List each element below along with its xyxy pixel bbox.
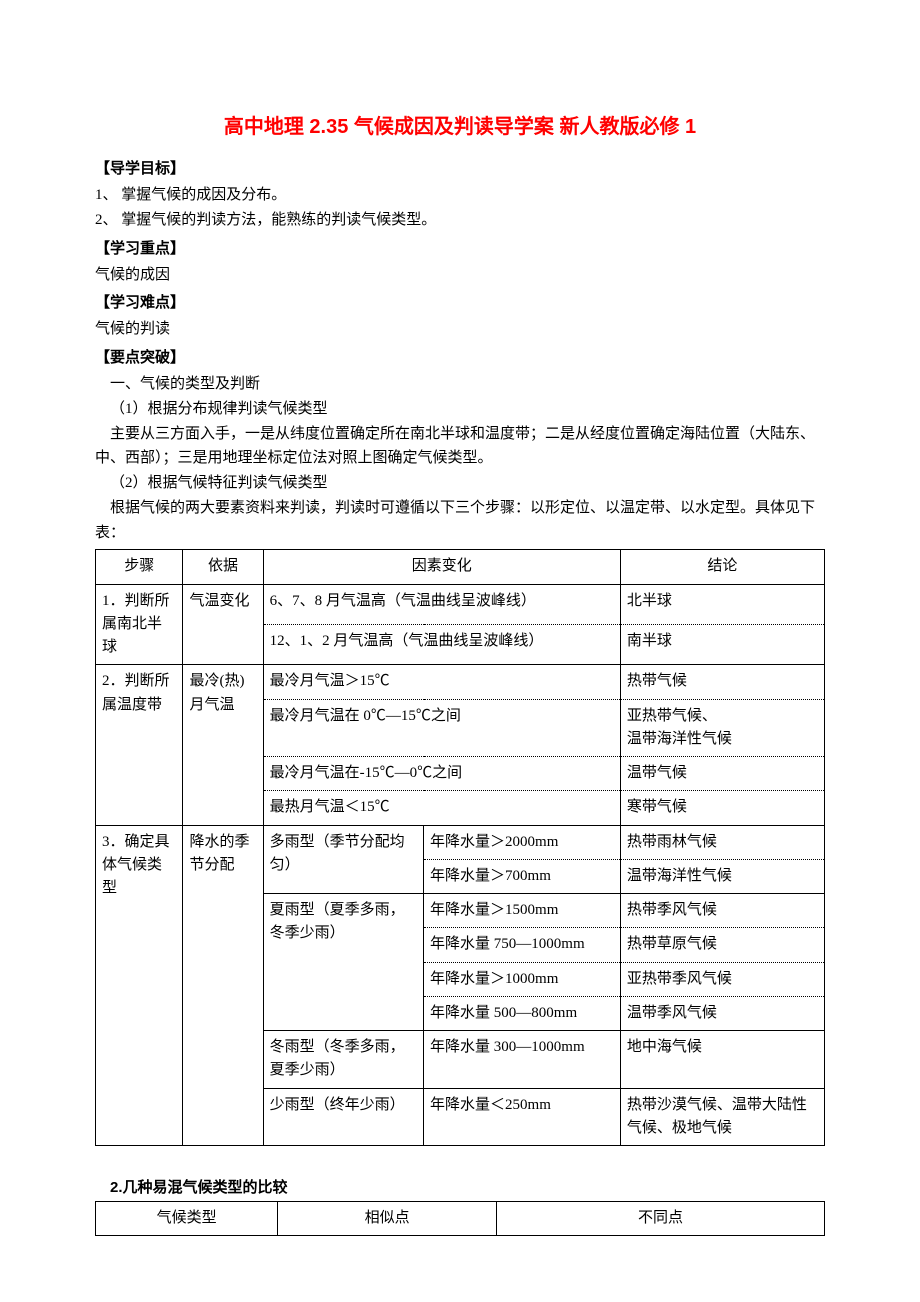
cell: 热带沙漠气候、温带大陆性气候、极地气候 [620,1088,824,1146]
th-climate-type: 气候类型 [96,1202,278,1236]
focus-body: 气候的成因 [95,263,825,288]
page-title: 高中地理 2.35 气候成因及判读导学案 新人教版必修 1 [95,110,825,139]
cell: 最冷月气温在-15℃—0℃之间 [263,757,620,791]
cell: 最冷(热)月气温 [183,665,263,825]
cell: 2．判断所属温度带 [96,665,183,825]
compare-table: 气候类型 相似点 不同点 [95,1201,825,1236]
table-row: 3．确定具体气候类型 降水的季节分配 多雨型（季节分配均匀） 年降水量＞2000… [96,825,825,859]
cell: 热带季风气候 [620,894,824,928]
cell: 年降水量＞2000mm [424,825,621,859]
th-different: 不同点 [496,1202,824,1236]
cell: 温带海洋性气候 [620,859,824,893]
th-similar: 相似点 [278,1202,497,1236]
cell: 年降水量＞700mm [424,859,621,893]
cell: 冬雨型（冬季多雨，夏季少雨） [263,1031,423,1089]
focus-heading: 【学习重点】 [95,237,825,261]
cell: 热带雨林气候 [620,825,824,859]
th-conclusion: 结论 [620,550,824,584]
th-step: 步骤 [96,550,183,584]
compare-heading: 2.几种易混气候类型的比较 [95,1176,825,1197]
cell: 年降水量 750—1000mm [424,928,621,962]
bt-line: （1）根据分布规律判读气候类型 [95,397,825,422]
cell: 热带草原气候 [620,928,824,962]
cell: 地中海气候 [620,1031,824,1089]
table-row: 步骤 依据 因素变化 结论 [96,550,825,584]
cell: 3．确定具体气候类型 [96,825,183,1146]
goal-item: 1、 掌握气候的成因及分布。 [95,183,825,208]
cell: 温带季风气候 [620,996,824,1030]
cell: 年降水量＞1000mm [424,962,621,996]
cell: 12、1、2 月气温高（气温曲线呈波峰线） [263,624,620,664]
bt-line: 一、气候的类型及判断 [95,372,825,397]
bt-line: 根据气候的两大要素资料来判读，判读时可遵循以下三个步骤：以形定位、以温定带、以水… [95,496,825,546]
cell: 亚热带季风气候 [620,962,824,996]
cell: 最热月气温＜15℃ [263,791,620,825]
cell: 降水的季节分配 [183,825,263,1146]
difficulty-heading: 【学习难点】 [95,291,825,315]
cell: 气温变化 [183,584,263,665]
cell: 温带气候 [620,757,824,791]
cell: 亚热带气候、 温带海洋性气候 [620,699,824,757]
goal-item: 2、 掌握气候的判读方法，能熟练的判读气候类型。 [95,208,825,233]
cell: 少雨型（终年少雨） [263,1088,423,1146]
th-factor: 因素变化 [263,550,620,584]
cell: 热带气候 [620,665,824,699]
cell: 年降水量＞1500mm [424,894,621,928]
table-row: 2．判断所属温度带 最冷(热)月气温 最冷月气温＞15℃ 热带气候 [96,665,825,699]
cell: 最冷月气温在 0℃—15℃之间 [263,699,620,757]
cell: 寒带气候 [620,791,824,825]
cell: 北半球 [620,584,824,624]
cell: 最冷月气温＞15℃ [263,665,620,699]
table-row: 气候类型 相似点 不同点 [96,1202,825,1236]
climate-steps-table: 步骤 依据 因素变化 结论 1．判断所属南北半球 气温变化 6、7、8 月气温高… [95,549,825,1146]
cell: 多雨型（季节分配均匀） [263,825,423,894]
bt-line: （2）根据气候特征判读气候类型 [95,471,825,496]
table-row: 1．判断所属南北半球 气温变化 6、7、8 月气温高（气温曲线呈波峰线） 北半球 [96,584,825,624]
cell: 南半球 [620,624,824,664]
cell: 年降水量＜250mm [424,1088,621,1146]
cell: 6、7、8 月气温高（气温曲线呈波峰线） [263,584,620,624]
cell: 年降水量 300—1000mm [424,1031,621,1089]
cell: 1．判断所属南北半球 [96,584,183,665]
th-basis: 依据 [183,550,263,584]
cell: 年降水量 500—800mm [424,996,621,1030]
cell: 夏雨型（夏季多雨，冬季少雨） [263,894,423,1031]
bt-line: 主要从三方面入手，一是从纬度位置确定所在南北半球和温度带；二是从经度位置确定海陆… [95,422,825,472]
page: 高中地理 2.35 气候成因及判读导学案 新人教版必修 1 【导学目标】 1、 … [0,0,920,1302]
breakthrough-heading: 【要点突破】 [95,346,825,370]
difficulty-body: 气候的判读 [95,317,825,342]
goals-heading: 【导学目标】 [95,157,825,181]
